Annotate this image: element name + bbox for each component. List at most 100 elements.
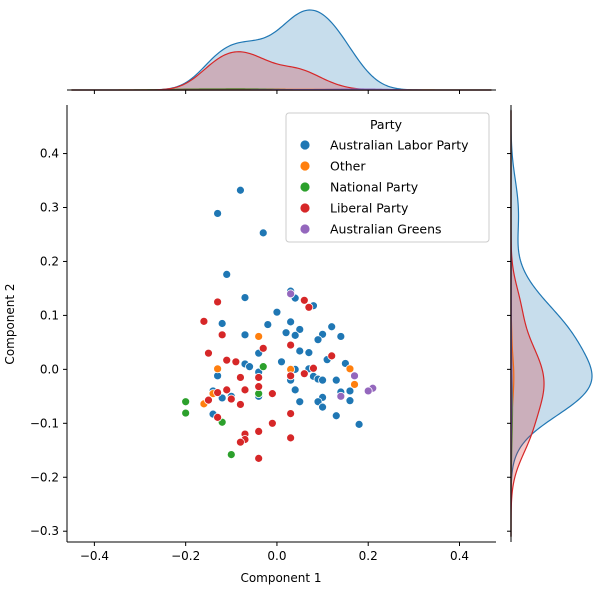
x-tick-label-3: 0.2	[359, 549, 378, 563]
y-tick-label-1: −0.2	[30, 470, 59, 484]
right-kde-0	[510, 109, 593, 537]
point-3-20	[213, 388, 223, 397]
point-3-10	[327, 351, 337, 361]
point-3-0	[213, 297, 223, 307]
legend-entry-4: Australian Greens	[330, 222, 442, 237]
scatter-plot-area: −0.4 −0.2 0.0 0.2 0.4 −0.3 −0.2 −0.1 0.0 0.1 0.2 0.…	[30, 105, 496, 563]
point-0-2	[258, 228, 268, 238]
x-tick-label-1: −0.2	[171, 549, 200, 563]
point-0-1	[213, 209, 223, 218]
point-0-38	[290, 385, 300, 395]
y-tick-label-5: 0.2	[40, 254, 59, 268]
point-3-21	[204, 395, 213, 405]
point-3-17	[240, 385, 250, 395]
y-tick-label-7: 0.4	[40, 147, 59, 161]
point-0-14	[336, 332, 346, 341]
point-3-13	[254, 373, 264, 382]
point-3-31	[286, 433, 296, 443]
point-3-14	[286, 371, 296, 381]
point-0-9	[263, 320, 273, 329]
point-4-4	[336, 391, 346, 401]
point-3-2	[299, 295, 309, 305]
y-tick-label-2: −0.1	[30, 416, 59, 430]
scatter-points	[181, 185, 378, 463]
point-1-4	[350, 380, 359, 389]
x-tick-label-0: −0.4	[80, 549, 109, 563]
point-0-4	[240, 293, 250, 303]
legend-entry-3: Liberal Party	[330, 201, 409, 216]
point-3-16	[222, 385, 232, 395]
point-0-3	[222, 269, 232, 279]
legend-title: Party	[370, 117, 403, 132]
point-2-1	[181, 408, 191, 418]
point-0-16	[240, 330, 250, 340]
point-4-0	[286, 289, 296, 299]
point-0-10	[286, 317, 296, 327]
point-0-50	[345, 386, 355, 396]
point-3-8	[222, 355, 232, 365]
point-0-41	[345, 396, 355, 406]
top-marginal-kde	[67, 9, 496, 94]
legend-box	[285, 112, 490, 243]
point-0-27	[245, 362, 254, 372]
point-3-3	[304, 302, 314, 312]
legend-marker-0	[299, 139, 311, 151]
legend-marker-4	[299, 223, 311, 235]
point-0-22	[304, 348, 314, 358]
point-3-6	[286, 340, 296, 350]
point-4-1	[350, 371, 359, 381]
point-0-34	[331, 375, 341, 385]
y-tick-label-3: 0.0	[40, 362, 59, 376]
point-2-3	[226, 450, 236, 460]
point-0-46	[318, 402, 327, 412]
point-3-30	[236, 437, 245, 447]
point-3-25	[286, 409, 296, 419]
point-1-0	[254, 332, 264, 341]
legend-marker-3	[299, 202, 311, 214]
point-2-5	[258, 362, 268, 372]
point-0-48	[331, 411, 341, 421]
y-tick-label-6: 0.3	[40, 201, 59, 215]
y-axis-label: Component 2	[3, 283, 17, 364]
legend-marker-2	[299, 181, 311, 193]
y-tick-label-0: −0.3	[30, 524, 59, 538]
point-3-5	[258, 343, 268, 353]
point-3-27	[254, 426, 264, 436]
point-2-0	[181, 397, 191, 407]
x-axis-label: Component 1	[240, 571, 321, 585]
point-0-17	[290, 330, 300, 340]
point-0-44	[295, 397, 305, 407]
legend-marker-1	[299, 160, 311, 172]
point-3-7	[204, 348, 213, 358]
point-3-32	[254, 453, 264, 463]
x-tick-label-4: 0.4	[450, 549, 469, 563]
point-0-49	[354, 419, 364, 429]
point-0-11	[295, 325, 305, 334]
point-0-21	[295, 346, 305, 356]
point-0-19	[281, 328, 291, 338]
point-4-3	[363, 386, 373, 396]
y-tick-label-4: 0.1	[40, 308, 59, 322]
point-3-24	[213, 412, 223, 422]
point-0-12	[327, 322, 337, 332]
point-3-11	[309, 363, 318, 373]
x-tick-label-2: 0.0	[267, 549, 286, 563]
point-3-19	[267, 389, 277, 399]
point-0-18	[313, 335, 323, 345]
point-3-1	[199, 316, 209, 326]
legend-entry-1: Other	[330, 159, 366, 174]
point-0-15	[217, 319, 227, 328]
right-marginal-kde	[507, 105, 593, 542]
point-3-26	[267, 418, 277, 428]
point-0-23	[277, 357, 286, 367]
point-3-18	[254, 382, 264, 392]
point-3-23	[236, 400, 245, 409]
point-3-9	[231, 357, 241, 367]
point-0-8	[272, 307, 282, 317]
axes: −0.4 −0.2 0.0 0.2 0.4 −0.3 −0.2 −0.1 0.0 0.1 0.2 0.…	[30, 105, 496, 563]
point-0-0	[236, 185, 245, 195]
legend: Party Australian Labor Party Other National…	[285, 112, 490, 243]
point-3-15	[299, 369, 309, 379]
point-3-4	[217, 330, 227, 340]
